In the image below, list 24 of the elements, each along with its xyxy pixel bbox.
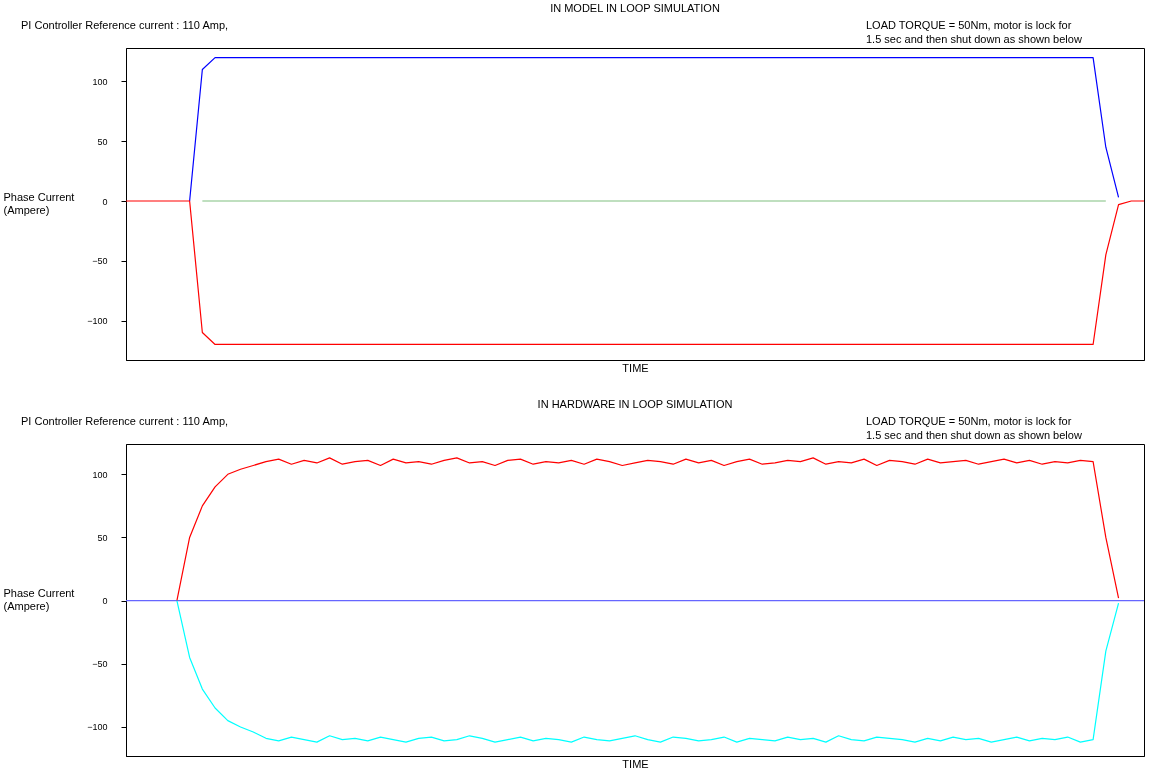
y-axis-title: Phase Current (Ampere) [3, 190, 75, 216]
chart-title: IN MODEL IN LOOP SIMULATION [550, 2, 720, 14]
y-tick-label: 100 [92, 469, 108, 480]
line-series [126, 200, 1144, 346]
y-tick-label: −100 [87, 316, 108, 327]
y-axis-title: Phase Current (Ampere) [3, 586, 75, 612]
chart-title: IN HARDWARE IN LOOP SIMULATION [537, 398, 733, 410]
line-series [176, 457, 1120, 602]
text: PI Controller Reference current : 110 Amp, [21, 19, 229, 31]
line-series [176, 600, 1120, 743]
y-tick-label: 100 [92, 76, 108, 87]
y-tick-label: 50 [97, 136, 108, 147]
y-tick-label: 0 [102, 196, 108, 207]
x-axis-title: TIME [622, 757, 649, 770]
text: LOAD TORQUE = 50Nm, motor is lock for 1.5 sec and then shut down as shown below [866, 19, 1082, 45]
text: LOAD TORQUE = 50Nm, motor is lock for 1.5 sec and then shut down as shown below [866, 415, 1082, 441]
x-axis-title: TIME [622, 361, 649, 374]
y-tick-label: −100 [87, 722, 108, 733]
y-tick-label: −50 [92, 659, 108, 670]
text: PI Controller Reference current : 110 Amp, [21, 415, 229, 427]
y-tick-label: 50 [97, 532, 108, 543]
y-tick-label: −50 [92, 256, 108, 267]
line-series [189, 56, 1120, 202]
y-tick-label: 0 [102, 596, 108, 607]
